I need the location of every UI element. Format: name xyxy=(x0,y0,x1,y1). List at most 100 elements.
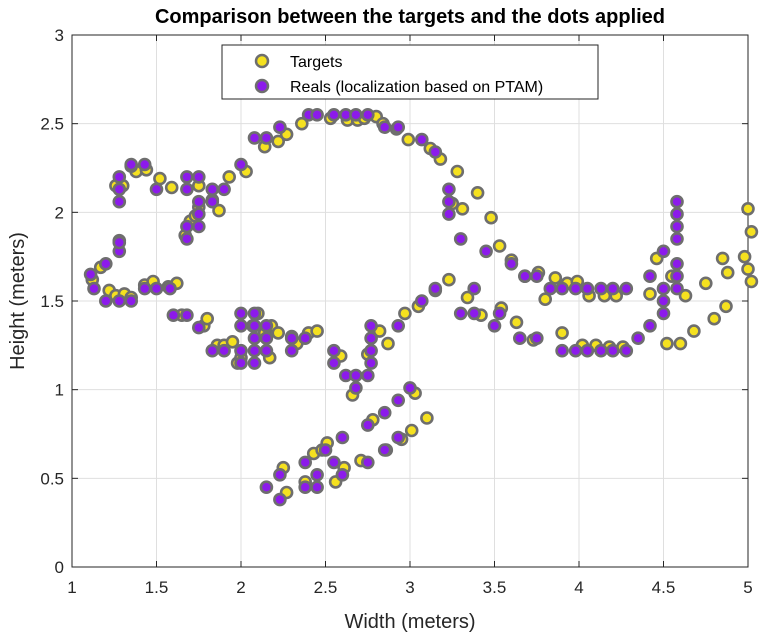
real-point xyxy=(442,207,456,221)
real-point xyxy=(619,343,634,358)
real-point xyxy=(391,318,406,333)
real-point xyxy=(234,306,248,321)
real-point xyxy=(234,343,248,358)
x-tick-label: 1 xyxy=(67,578,76,597)
real-point xyxy=(479,244,493,259)
real-point xyxy=(670,256,684,271)
target-point xyxy=(271,326,286,340)
real-point xyxy=(310,108,324,122)
target-point xyxy=(484,210,498,225)
real-point xyxy=(247,356,262,370)
real-point xyxy=(217,182,231,197)
real-point xyxy=(349,368,363,383)
real-point xyxy=(487,318,502,333)
real-point xyxy=(259,131,274,145)
target-point xyxy=(509,315,524,330)
real-point xyxy=(391,120,406,134)
real-point xyxy=(643,269,657,284)
real-point xyxy=(149,281,164,296)
real-point xyxy=(112,170,127,184)
legend: Targets Reals (localization based on PTA… xyxy=(221,44,599,100)
real-point xyxy=(594,281,608,296)
real-point xyxy=(112,235,127,250)
target-point xyxy=(719,299,733,314)
real-point xyxy=(335,467,350,482)
x-axis-label: Width (meters) xyxy=(344,611,475,633)
target-point xyxy=(294,116,309,131)
real-point xyxy=(555,281,569,296)
real-point xyxy=(453,232,468,246)
real-point xyxy=(137,281,152,296)
target-point xyxy=(741,202,755,216)
target-point xyxy=(200,311,214,326)
real-point xyxy=(259,331,274,346)
real-point xyxy=(656,281,671,296)
real-point xyxy=(217,343,231,358)
target-point xyxy=(643,287,657,301)
target-point xyxy=(720,265,735,280)
real-point xyxy=(284,343,299,358)
real-point xyxy=(670,219,684,234)
real-point xyxy=(192,194,206,209)
real-point xyxy=(180,182,194,197)
real-point xyxy=(428,281,443,296)
y-tick-label: 1 xyxy=(55,381,64,400)
real-point xyxy=(656,294,671,308)
real-point xyxy=(180,308,194,323)
target-point xyxy=(164,180,179,195)
real-point xyxy=(166,308,181,323)
x-tick-label: 2 xyxy=(236,578,245,597)
target-point xyxy=(460,290,475,305)
target-point xyxy=(741,262,755,276)
real-point xyxy=(467,306,482,321)
real-point xyxy=(377,120,392,134)
target-point xyxy=(381,336,395,351)
x-tick-label: 4.5 xyxy=(652,578,676,597)
real-point xyxy=(149,182,164,197)
real-point xyxy=(112,294,127,308)
target-point xyxy=(678,288,693,303)
real-point xyxy=(205,182,220,197)
y-tick-label: 2 xyxy=(55,203,64,222)
real-point xyxy=(180,219,194,234)
real-point xyxy=(335,430,350,445)
real-point xyxy=(273,120,287,134)
real-point xyxy=(643,318,657,333)
real-point xyxy=(391,430,406,445)
real-point xyxy=(247,343,262,358)
real-point xyxy=(247,131,262,145)
y-tick-label: 1.5 xyxy=(40,292,64,311)
target-point xyxy=(225,334,240,349)
target-point xyxy=(271,134,286,149)
real-point xyxy=(234,356,248,370)
legend-marker-targets xyxy=(254,53,270,69)
y-axis-label: Height (meters) xyxy=(7,232,29,370)
real-point xyxy=(349,108,363,122)
real-point xyxy=(492,306,507,321)
real-point xyxy=(180,170,194,184)
target-point xyxy=(687,324,701,338)
real-point xyxy=(670,194,684,209)
target-point xyxy=(153,171,167,186)
real-point xyxy=(619,281,634,296)
real-point xyxy=(247,318,262,333)
target-point xyxy=(222,170,236,184)
real-point xyxy=(467,281,482,296)
data-series xyxy=(83,108,759,507)
real-point xyxy=(83,267,98,282)
target-point xyxy=(404,423,419,438)
real-point xyxy=(247,331,262,346)
target-point xyxy=(538,292,553,307)
x-tick-label: 3.5 xyxy=(483,578,507,597)
real-point xyxy=(284,331,299,346)
real-point xyxy=(670,232,684,246)
real-point xyxy=(318,443,333,457)
real-point xyxy=(273,467,287,482)
legend-label-reals: Reals (localization based on PTAM) xyxy=(290,79,543,96)
real-point xyxy=(555,343,569,358)
target-point xyxy=(707,311,722,326)
real-point xyxy=(234,318,248,333)
target-point xyxy=(548,271,563,285)
real-point xyxy=(414,294,429,308)
y-tick-label: 2.5 xyxy=(40,115,64,134)
